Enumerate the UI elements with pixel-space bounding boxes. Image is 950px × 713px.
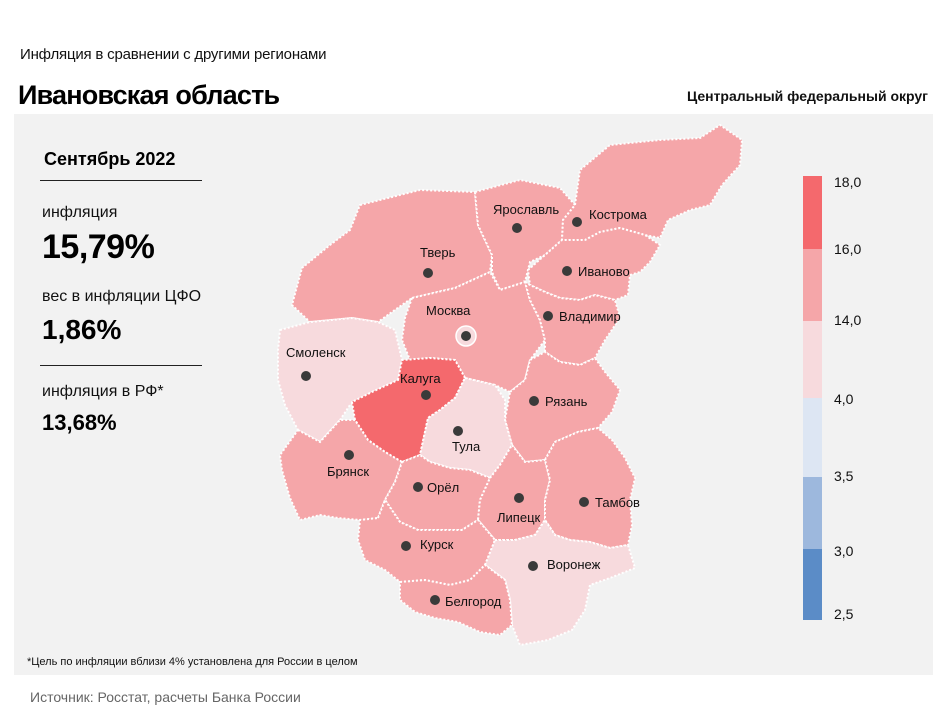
city-dot	[529, 396, 539, 406]
legend-swatch	[803, 176, 822, 249]
city-label: Тула	[452, 439, 481, 454]
divider	[40, 365, 202, 366]
city-dot	[421, 390, 431, 400]
legend-swatch	[803, 249, 822, 321]
city-markers: Ярославль Кострома Иваново Тверь Москва Влади…	[286, 202, 648, 609]
city-dot	[453, 426, 463, 436]
region-yaroslavl[interactable]	[473, 178, 577, 292]
region-kostroma[interactable]	[560, 123, 744, 241]
city-dot	[401, 541, 411, 551]
city-label: Смоленск	[286, 345, 346, 360]
city-dot	[423, 268, 433, 278]
city-dot	[572, 217, 582, 227]
region-tula[interactable]	[418, 376, 514, 480]
city-label: Москва	[426, 303, 471, 318]
city-dot	[344, 450, 354, 460]
city-label: Иваново	[578, 264, 630, 279]
source-note: Источник: Росстат, расчеты Банка России	[30, 689, 301, 705]
inflation-label: инфляция	[42, 204, 118, 221]
city-label: Рязань	[545, 394, 588, 409]
region-tambov[interactable]	[543, 426, 637, 550]
city-label: Орёл	[427, 480, 459, 495]
region-tver[interactable]	[290, 188, 494, 324]
weight-value: 1,86%	[42, 314, 122, 345]
legend-tick-label: 4,0	[834, 391, 854, 407]
city-dot	[562, 266, 572, 276]
region-vladimir[interactable]	[523, 279, 622, 367]
city-dot	[514, 493, 524, 503]
city-dot	[579, 497, 589, 507]
rf-inflation-value: 13,68%	[42, 410, 117, 435]
city-dot	[543, 311, 553, 321]
divider	[40, 180, 202, 181]
city-dot	[301, 371, 311, 381]
legend-swatch	[803, 321, 822, 398]
city-label: Воронеж	[547, 557, 601, 572]
city-label: Тамбов	[595, 495, 640, 510]
city-dot	[512, 223, 522, 233]
footnote: *Цель по инфляции вблизи 4% установлена …	[27, 656, 358, 668]
city-label: Тверь	[420, 245, 456, 260]
region-ryazan[interactable]	[503, 350, 622, 464]
inflation-value: 15,79%	[42, 228, 155, 266]
legend-tick-label: 3,0	[834, 543, 854, 559]
city-dot	[461, 331, 471, 341]
legend-tick-label: 14,0	[834, 312, 862, 328]
region-orel[interactable]	[383, 453, 492, 531]
region-belgorod[interactable]	[399, 563, 514, 637]
region-smolensk[interactable]	[277, 316, 404, 444]
city-dot	[528, 561, 538, 571]
city-dot	[430, 595, 440, 605]
period-label: Сентябрь 2022	[44, 149, 176, 169]
legend-tick-label: 18,0	[834, 174, 862, 190]
city-dot	[413, 482, 423, 492]
legend-tick-label: 2,5	[834, 606, 854, 622]
city-label: Калуга	[400, 371, 441, 386]
legend-tick-label: 16,0	[834, 241, 862, 257]
city-label: Кострома	[589, 207, 648, 222]
weight-label: вес в инфляции ЦФО	[42, 288, 202, 305]
legend-swatch	[803, 549, 822, 620]
chart-subtitle: Инфляция в сравнении с другими регионами	[20, 46, 327, 63]
legend-swatch	[803, 398, 822, 477]
city-label: Владимир	[559, 309, 621, 324]
legend-swatch	[803, 477, 822, 549]
city-label: Курск	[420, 537, 454, 552]
page-title: Ивановская область	[18, 80, 280, 110]
city-label: Липецк	[497, 510, 541, 525]
city-label: Брянск	[327, 464, 369, 479]
city-label: Белгород	[445, 594, 502, 609]
rf-inflation-label: инфляция в РФ*	[42, 383, 164, 400]
legend-tick-label: 3,5	[834, 468, 854, 484]
city-label: Ярославль	[493, 202, 559, 217]
district-label: Центральный федеральный округ	[686, 88, 928, 104]
